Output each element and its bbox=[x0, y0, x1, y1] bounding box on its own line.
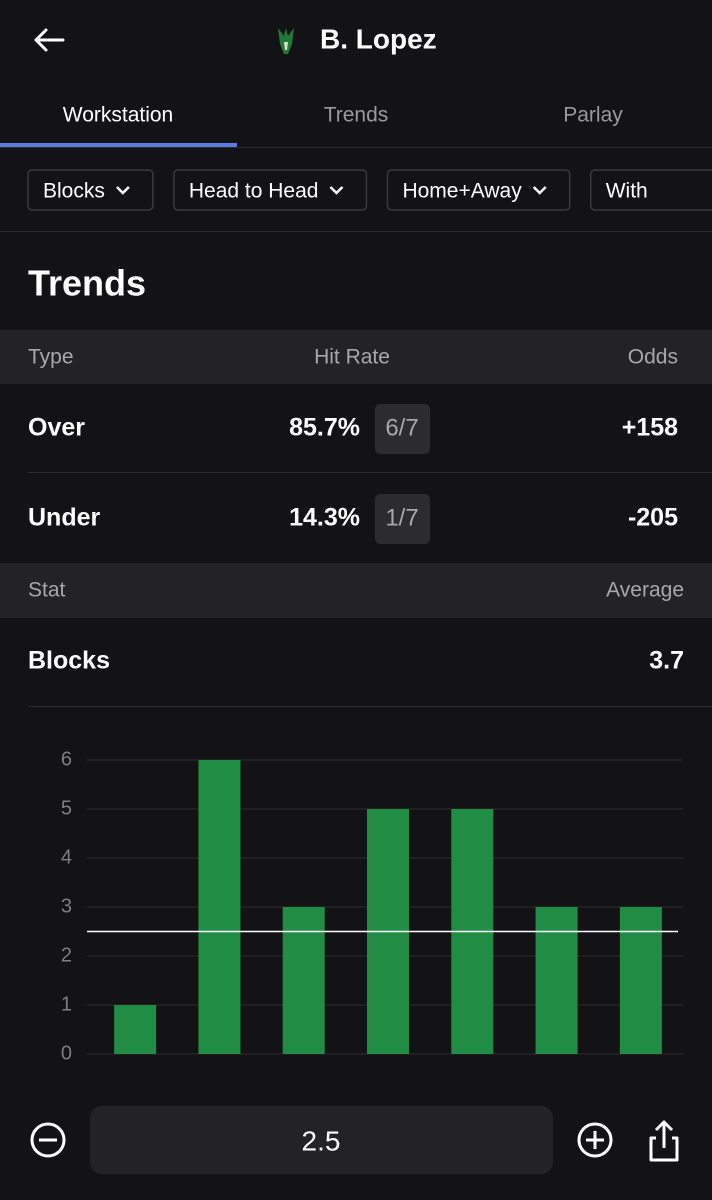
share-button[interactable] bbox=[649, 1120, 679, 1162]
filter-label: Head to Head bbox=[189, 180, 319, 203]
chevron bbox=[329, 186, 344, 195]
table-header-band bbox=[0, 330, 712, 384]
stat-name: Blocks bbox=[28, 647, 110, 675]
tab[interactable]: Parlay bbox=[563, 104, 623, 127]
filter-dropdown[interactable] bbox=[173, 169, 368, 211]
odds: +158 bbox=[622, 414, 678, 442]
line-input-value: 2.5 bbox=[302, 1125, 341, 1156]
bar bbox=[198, 760, 241, 1054]
filter-dropdown[interactable] bbox=[589, 169, 712, 211]
bar bbox=[619, 907, 662, 1054]
divider bbox=[0, 147, 712, 148]
table-header: Type bbox=[28, 346, 74, 369]
divider bbox=[28, 472, 712, 473]
hit-count-pill bbox=[375, 404, 430, 454]
hit-count: 6/7 bbox=[385, 414, 418, 441]
hit-count-pill bbox=[375, 494, 430, 544]
table-header: Hit Rate bbox=[314, 346, 390, 369]
chevron bbox=[532, 186, 547, 195]
y-tick-label: 3 bbox=[61, 895, 72, 917]
divider bbox=[28, 706, 712, 707]
y-tick-label: 6 bbox=[61, 748, 72, 770]
filter-dropdown[interactable] bbox=[386, 169, 571, 211]
tab[interactable]: Workstation bbox=[63, 104, 174, 127]
player-name: B. Lopez bbox=[320, 23, 437, 54]
tab[interactable]: Trends bbox=[324, 104, 389, 127]
team-logo bbox=[278, 28, 294, 54]
filter-label: Home+Away bbox=[402, 180, 522, 203]
active-tab-indicator bbox=[0, 143, 237, 147]
row-type: Over bbox=[28, 414, 85, 442]
y-tick-label: 4 bbox=[61, 846, 72, 868]
stat-average: 3.7 bbox=[649, 647, 684, 675]
row-type: Under bbox=[28, 504, 101, 532]
table-header: Stat bbox=[28, 579, 66, 602]
y-tick-label: 0 bbox=[61, 1042, 72, 1064]
line-input[interactable] bbox=[90, 1106, 553, 1174]
section-title: Trends bbox=[28, 263, 146, 304]
bar bbox=[535, 907, 578, 1054]
y-tick-label: 5 bbox=[61, 797, 72, 819]
filter-label: With bbox=[606, 180, 648, 203]
hit-rate: 85.7% bbox=[289, 414, 360, 442]
bar bbox=[114, 1005, 157, 1054]
divider bbox=[0, 231, 712, 232]
y-tick-label: 1 bbox=[61, 993, 72, 1015]
increment-button[interactable] bbox=[577, 1122, 613, 1158]
chevron bbox=[115, 186, 130, 195]
table-header-band bbox=[0, 563, 712, 618]
filter-label: Blocks bbox=[43, 180, 105, 203]
hit-count: 1/7 bbox=[385, 504, 418, 531]
filter-dropdown[interactable] bbox=[27, 169, 154, 211]
bar bbox=[282, 907, 325, 1054]
y-tick-label: 2 bbox=[61, 944, 72, 966]
table-header: Average bbox=[606, 579, 684, 602]
table-header: Odds bbox=[628, 346, 678, 369]
odds: -205 bbox=[628, 504, 678, 532]
back-button[interactable] bbox=[34, 28, 65, 52]
hit-rate: 14.3% bbox=[289, 504, 360, 532]
decrement-button[interactable] bbox=[30, 1122, 66, 1158]
